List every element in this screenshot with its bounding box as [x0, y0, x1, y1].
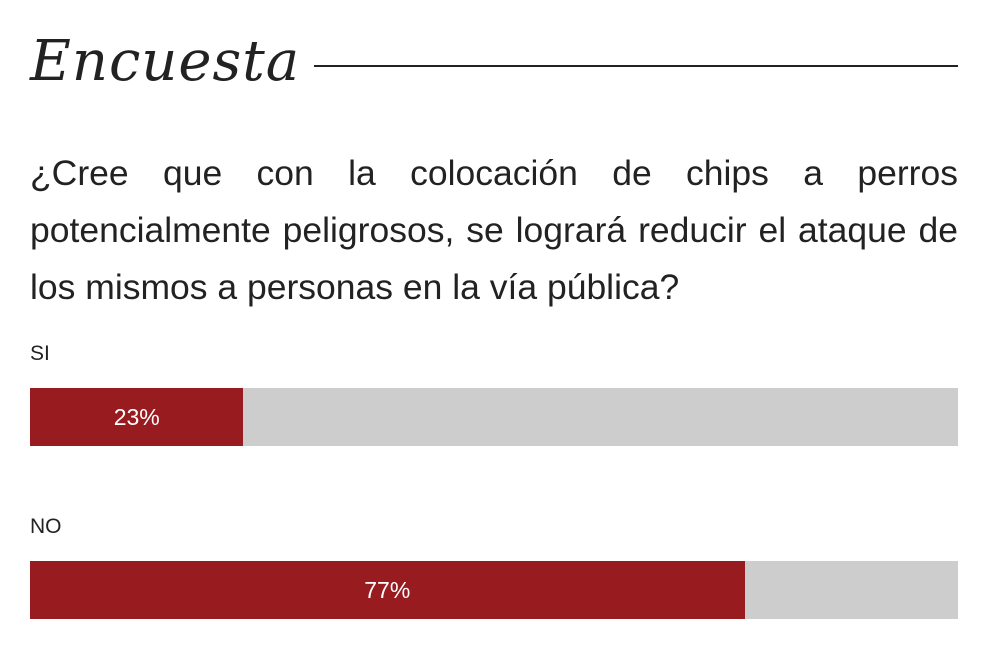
bar-fill-no: 77% — [30, 561, 745, 619]
bar-track-si: 23% — [30, 388, 958, 446]
bar-value-no: 77% — [364, 577, 411, 603]
poll-question: ¿Cree que con la colocación de chips a p… — [30, 153, 958, 307]
bar-value-si: 23% — [113, 404, 160, 430]
option-label-si: SI — [30, 342, 50, 365]
option-label-no: NO — [30, 515, 62, 538]
title-row: Encuesta — [30, 22, 958, 102]
title-divider — [314, 65, 958, 67]
bar-fill-si: 23% — [30, 388, 244, 446]
poll-title: Encuesta — [30, 29, 301, 94]
poll-widget: Encuesta ¿Cree que con la colocación de … — [30, 0, 958, 670]
bar-track-no: 77% — [30, 561, 958, 619]
